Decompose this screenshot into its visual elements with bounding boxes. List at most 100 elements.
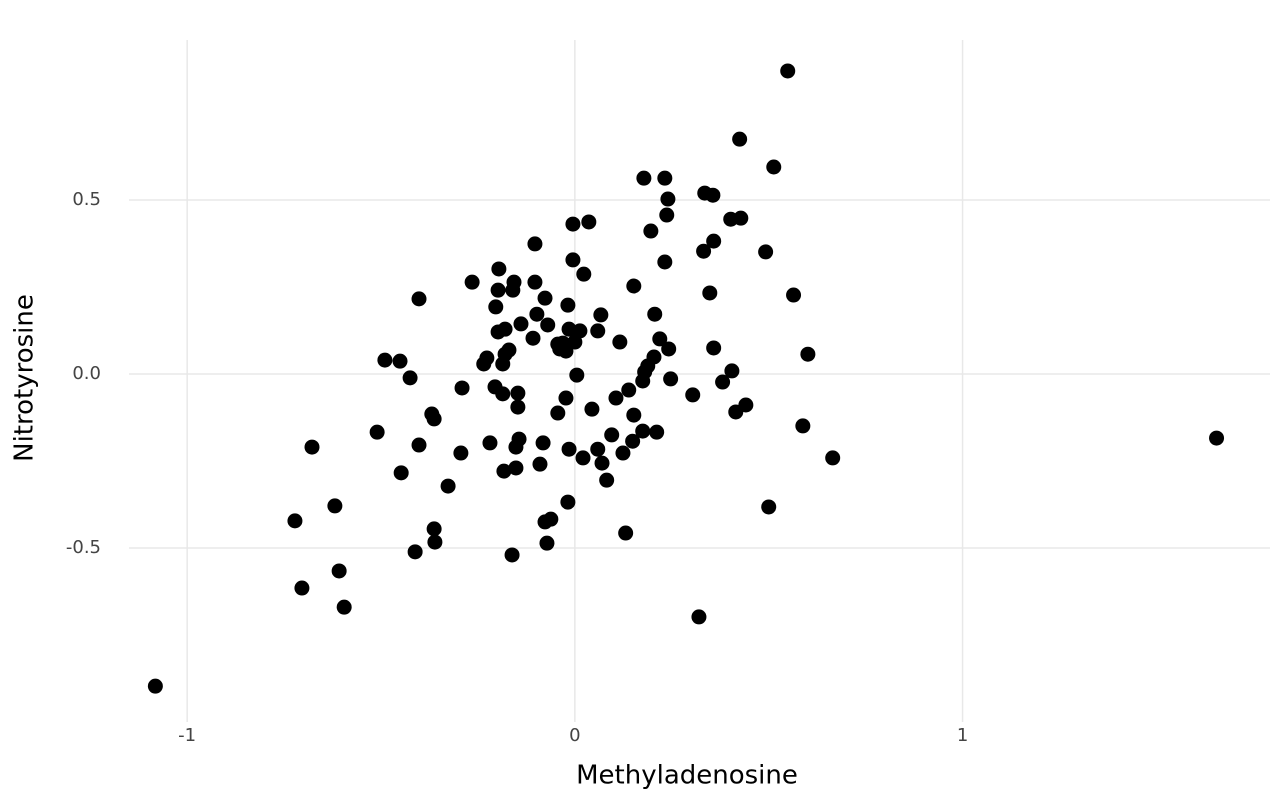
- point: [495, 356, 511, 372]
- point: [527, 274, 543, 290]
- point: [508, 460, 524, 476]
- point: [497, 321, 513, 337]
- point: [758, 244, 774, 260]
- point: [652, 331, 668, 347]
- point: [761, 499, 777, 515]
- point: [495, 386, 511, 402]
- point: [702, 285, 718, 301]
- point: [490, 282, 506, 298]
- point: [732, 131, 748, 147]
- y-tick-label: 0.5: [72, 189, 101, 210]
- point: [331, 563, 347, 579]
- point: [733, 210, 749, 226]
- point: [540, 317, 556, 333]
- point: [426, 411, 442, 427]
- point: [795, 418, 811, 434]
- point: [647, 306, 663, 322]
- point: [621, 382, 637, 398]
- point: [663, 371, 679, 387]
- y-tick-label: 0.0: [72, 363, 101, 384]
- x-tick-label: 1: [957, 725, 968, 746]
- point: [696, 243, 712, 259]
- point: [593, 307, 609, 323]
- point: [369, 424, 385, 440]
- point: [615, 445, 631, 461]
- point: [535, 435, 551, 451]
- point: [575, 450, 591, 466]
- point: [426, 521, 442, 537]
- point: [657, 170, 673, 186]
- point: [537, 290, 553, 306]
- point: [608, 390, 624, 406]
- point: [287, 513, 303, 529]
- point: [661, 341, 677, 357]
- point: [427, 534, 443, 550]
- point: [513, 316, 529, 332]
- point: [454, 380, 470, 396]
- point: [560, 297, 576, 313]
- point: [626, 407, 642, 423]
- point: [643, 223, 659, 239]
- point: [599, 472, 615, 488]
- point: [561, 441, 577, 457]
- point: [407, 544, 423, 560]
- point: [657, 254, 673, 270]
- point: [576, 266, 592, 282]
- point: [453, 445, 469, 461]
- point: [537, 514, 553, 530]
- point: [525, 330, 541, 346]
- point: [508, 439, 524, 455]
- point: [569, 367, 585, 383]
- point: [635, 373, 651, 389]
- point: [800, 346, 816, 362]
- point: [411, 437, 427, 453]
- x-tick-label: -1: [178, 725, 196, 746]
- point: [558, 390, 574, 406]
- point: [550, 405, 566, 421]
- point: [635, 423, 651, 439]
- y-tick-label: -0.5: [66, 537, 101, 558]
- point: [147, 678, 163, 694]
- point: [505, 282, 521, 298]
- point: [504, 547, 520, 563]
- point: [685, 387, 701, 403]
- point: [377, 352, 393, 368]
- point: [691, 609, 707, 625]
- point: [482, 435, 498, 451]
- point: [636, 170, 652, 186]
- point: [496, 463, 512, 479]
- x-axis-title: Methyladenosine: [576, 761, 798, 791]
- point: [618, 525, 634, 541]
- point: [625, 433, 641, 449]
- point: [560, 494, 576, 510]
- point: [590, 441, 606, 457]
- point: [724, 363, 740, 379]
- point: [527, 236, 543, 252]
- point: [491, 261, 507, 277]
- point: [604, 427, 620, 443]
- point: [584, 401, 600, 417]
- point: [706, 340, 722, 356]
- point: [529, 306, 545, 322]
- point: [411, 291, 427, 307]
- point: [488, 299, 504, 315]
- y-axis-title: Nitrotyrosine: [10, 294, 40, 462]
- point: [476, 356, 492, 372]
- point: [510, 385, 526, 401]
- point: [552, 341, 568, 357]
- point: [590, 323, 606, 339]
- point: [659, 207, 675, 223]
- point: [612, 334, 628, 350]
- point: [532, 456, 548, 472]
- point: [336, 599, 352, 615]
- x-tick-label: 0: [569, 725, 580, 746]
- point: [780, 63, 796, 79]
- point: [594, 455, 610, 471]
- point: [728, 404, 744, 420]
- point: [766, 159, 782, 175]
- point: [464, 274, 480, 290]
- point: [1209, 430, 1225, 446]
- point: [565, 252, 581, 268]
- point: [706, 233, 722, 249]
